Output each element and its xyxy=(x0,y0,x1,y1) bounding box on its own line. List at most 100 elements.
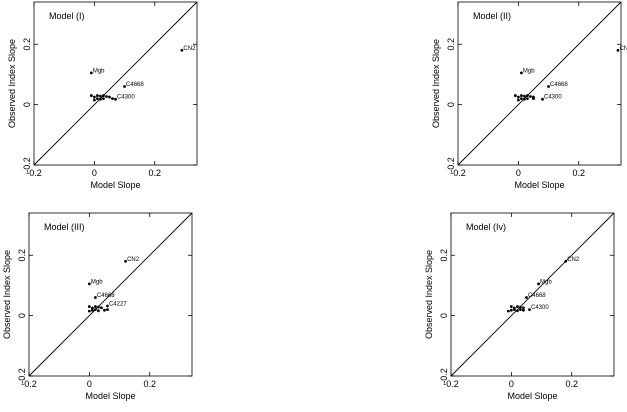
data-point xyxy=(506,309,510,313)
data-point xyxy=(106,304,109,308)
data-point xyxy=(100,306,103,310)
y-axis-label: Observed Index Slope xyxy=(431,39,441,128)
x-tick-label: 0.2 xyxy=(143,379,156,389)
data-point xyxy=(509,305,513,308)
y-tick-label: 0.2 xyxy=(446,38,456,51)
x-tick-label: -0.2 xyxy=(21,379,37,389)
data-point xyxy=(519,308,522,311)
data-point xyxy=(525,296,528,299)
data-point xyxy=(537,282,540,286)
data-point xyxy=(92,98,96,102)
data-point xyxy=(541,97,544,101)
data-point xyxy=(522,306,525,310)
data-point-label: C4227 xyxy=(109,301,127,307)
data-point xyxy=(512,308,516,311)
data-point xyxy=(94,308,97,311)
data-point xyxy=(519,305,522,309)
x-tick-label: 0 xyxy=(92,168,97,178)
y-tick-label: -0.2 xyxy=(446,157,456,173)
y-axis-label: Observed Index Slope xyxy=(2,250,12,339)
data-point-label: CN2 xyxy=(567,257,580,263)
data-point-label: C4300 xyxy=(117,95,135,101)
data-point xyxy=(111,97,114,100)
plot-frame xyxy=(33,1,198,166)
scatter-panel-1: -0.2 0 0.2 -0.2 0 0.2 Model Slope Observed Inde… xyxy=(7,1,198,190)
data-point xyxy=(526,97,529,100)
data-point xyxy=(123,85,126,88)
identity-line xyxy=(457,1,622,166)
y-tick-label: 0 xyxy=(439,313,449,318)
data-point xyxy=(99,94,102,98)
plot-frame xyxy=(28,212,193,377)
data-point xyxy=(92,95,96,99)
data-point xyxy=(102,97,105,100)
x-tick-label: 0 xyxy=(87,379,92,389)
plot-frame xyxy=(450,212,615,377)
x-tick-label: 0.2 xyxy=(572,168,585,178)
data-point xyxy=(114,97,117,101)
x-tick-label: 0.2 xyxy=(148,168,161,178)
data-point-label: C4668 xyxy=(528,293,546,299)
data-point-label: Mgb xyxy=(93,68,105,74)
data-point xyxy=(97,309,100,313)
data-point xyxy=(529,95,532,98)
identity-line xyxy=(28,212,193,377)
y-tick-label: 0.2 xyxy=(22,38,32,51)
x-tick-label: -0.2 xyxy=(450,168,466,178)
data-point xyxy=(94,296,97,299)
scatter-panel-3: -0.2 0 0.2 -0.2 0 0.2 Model Slope Observed Inde… xyxy=(2,212,193,401)
data-point xyxy=(87,309,91,313)
y-tick-label: 0 xyxy=(17,313,27,318)
data-point xyxy=(87,305,91,308)
y-axis-label: Observed Index Slope xyxy=(7,39,17,128)
y-axis-label: Observed Index Slope xyxy=(424,250,434,339)
x-tick-label: 0 xyxy=(516,168,521,178)
data-point xyxy=(519,71,523,75)
data-point-label: C4300 xyxy=(531,305,549,311)
data-point-label: Mgb xyxy=(540,279,552,285)
data-point-label: CN2 xyxy=(619,46,627,52)
data-point xyxy=(95,94,99,97)
x-tick-label: 0 xyxy=(509,379,514,389)
data-point xyxy=(522,308,525,312)
data-point xyxy=(523,94,526,98)
data-point-label: C4668 xyxy=(97,293,115,299)
data-point xyxy=(519,97,523,100)
data-point xyxy=(89,94,93,97)
panel-label: Model (III) xyxy=(44,222,85,232)
data-point xyxy=(528,308,531,311)
x-axis-label: Model Slope xyxy=(85,391,135,401)
data-point xyxy=(106,308,109,311)
data-point xyxy=(124,259,127,263)
x-axis-label: Model Slope xyxy=(507,391,557,401)
x-tick-label: -0.2 xyxy=(443,379,459,389)
data-point xyxy=(519,94,523,97)
data-point xyxy=(97,305,100,309)
x-axis-label: Model Slope xyxy=(514,180,564,190)
data-point xyxy=(103,308,106,312)
y-tick-label: -0.2 xyxy=(17,368,27,384)
data-point-label: CN2 xyxy=(127,257,140,263)
data-point xyxy=(616,48,620,52)
data-point xyxy=(90,306,94,310)
y-tick-label: 0.2 xyxy=(17,249,27,262)
data-point xyxy=(90,308,94,312)
data-point xyxy=(95,97,99,100)
data-point xyxy=(523,97,526,101)
data-point-label: Mgb xyxy=(523,68,535,74)
panel-label: Model (I) xyxy=(49,11,85,21)
y-tick-label: 0 xyxy=(446,102,456,107)
identity-line xyxy=(33,1,198,166)
data-point xyxy=(509,308,513,312)
y-tick-label: -0.2 xyxy=(22,157,32,173)
data-point xyxy=(564,259,568,263)
data-point xyxy=(532,97,535,100)
data-point-label: C4668 xyxy=(550,82,568,88)
data-point-label: Mgb xyxy=(91,279,103,285)
scatter-panel-4: -0.2 0 0.2 -0.2 0 0.2 Model Slope Observed Inde… xyxy=(424,212,615,401)
data-point xyxy=(94,305,97,308)
x-tick-label: -0.2 xyxy=(26,168,42,178)
x-tick-label: 0.2 xyxy=(565,379,578,389)
data-point xyxy=(180,48,184,52)
